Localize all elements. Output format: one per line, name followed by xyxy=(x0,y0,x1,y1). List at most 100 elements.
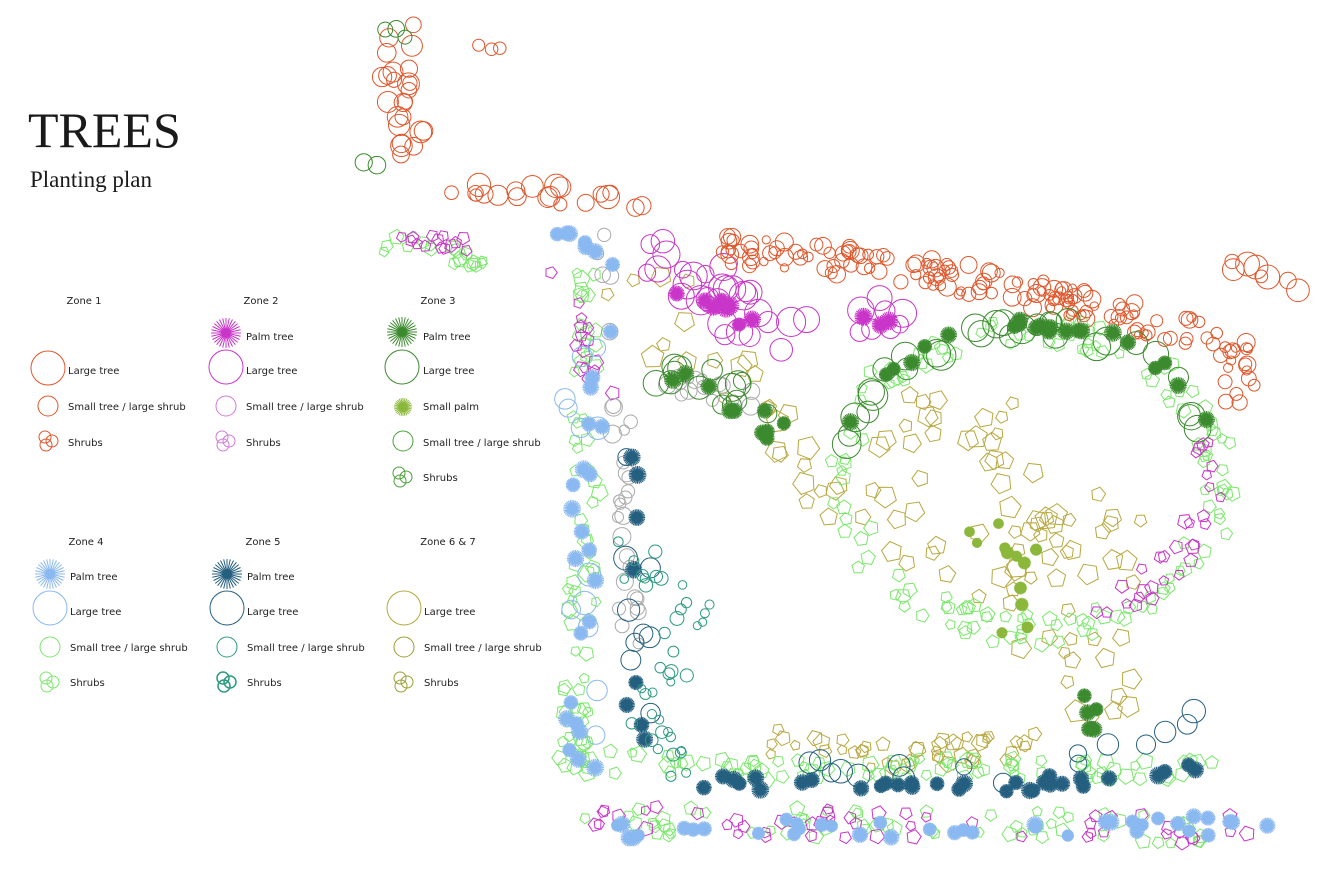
plant xyxy=(790,817,804,831)
plant xyxy=(1184,538,1201,555)
plant xyxy=(1176,562,1193,578)
plant xyxy=(1079,304,1093,319)
plant xyxy=(664,664,679,679)
plant xyxy=(581,542,598,559)
plant xyxy=(1135,752,1154,770)
plant xyxy=(405,234,418,247)
plant xyxy=(595,184,621,210)
plant xyxy=(900,385,919,404)
plant xyxy=(395,231,408,243)
plant xyxy=(772,755,785,768)
plant xyxy=(1017,612,1029,624)
plant xyxy=(626,747,638,758)
plant xyxy=(667,645,680,658)
plant xyxy=(701,359,723,381)
plant xyxy=(587,267,601,282)
plant xyxy=(449,243,466,260)
plant xyxy=(926,535,947,555)
plant xyxy=(418,239,432,252)
plant xyxy=(862,755,880,774)
plant xyxy=(940,257,954,271)
plant xyxy=(906,829,922,845)
plant xyxy=(1050,618,1064,632)
plant xyxy=(1111,628,1131,647)
plant xyxy=(1216,464,1229,477)
plant xyxy=(1077,563,1099,586)
plant xyxy=(604,385,620,401)
plant xyxy=(1011,637,1033,660)
palm-spokes xyxy=(387,317,417,347)
plant xyxy=(1087,631,1102,647)
plant xyxy=(695,755,711,772)
plant xyxy=(924,409,942,428)
plant xyxy=(852,780,870,797)
plant xyxy=(1164,582,1176,594)
plant xyxy=(1200,827,1216,843)
plant xyxy=(1016,830,1028,843)
plant xyxy=(1084,816,1097,829)
plant xyxy=(567,584,581,599)
plant xyxy=(739,762,752,776)
plant xyxy=(569,751,587,768)
plant xyxy=(1226,355,1237,366)
plant xyxy=(444,185,459,201)
plant xyxy=(637,820,654,837)
plant xyxy=(707,351,724,369)
plant xyxy=(1100,770,1118,787)
plant xyxy=(1072,770,1090,788)
plant xyxy=(990,473,1012,495)
plant xyxy=(1112,297,1126,311)
plant xyxy=(578,646,595,662)
plant xyxy=(976,732,991,749)
plant xyxy=(944,733,963,751)
zone-name: Zone 5 xyxy=(246,537,281,548)
plant xyxy=(1170,815,1186,832)
plant xyxy=(736,350,759,372)
plant xyxy=(1206,426,1222,442)
plant xyxy=(386,106,409,128)
plant xyxy=(1017,556,1031,570)
plant xyxy=(1192,442,1206,456)
plant xyxy=(378,66,397,85)
legend-label: Shrubs xyxy=(68,438,103,449)
plant xyxy=(1029,516,1046,533)
plant xyxy=(445,240,462,256)
icon xyxy=(208,349,244,385)
plant xyxy=(1162,395,1176,409)
plant xyxy=(961,313,990,343)
plant xyxy=(774,730,791,747)
plant xyxy=(1117,768,1135,786)
plant xyxy=(787,827,802,842)
legend-label: Small tree / large shrub xyxy=(247,643,365,654)
plant xyxy=(982,431,1002,451)
plant xyxy=(391,133,412,154)
plant xyxy=(931,735,949,753)
plant xyxy=(940,591,953,604)
plant xyxy=(563,695,579,710)
plant xyxy=(1102,548,1124,570)
plant xyxy=(971,588,987,604)
plant xyxy=(1060,603,1076,618)
icon xyxy=(215,395,237,417)
plant xyxy=(652,743,664,755)
title: TREES xyxy=(28,102,181,158)
plant xyxy=(891,568,906,583)
plant xyxy=(1254,269,1269,284)
plant xyxy=(444,239,459,254)
plant xyxy=(411,237,424,250)
plant xyxy=(862,769,875,782)
plant xyxy=(1034,506,1058,530)
plant xyxy=(920,770,933,781)
plant xyxy=(919,804,934,818)
plant xyxy=(1003,630,1018,646)
plant xyxy=(596,805,609,818)
plant xyxy=(984,809,998,822)
plant xyxy=(779,812,794,827)
plant xyxy=(469,260,483,273)
plant xyxy=(839,511,853,526)
plant xyxy=(714,751,731,769)
plant xyxy=(593,818,606,830)
plant xyxy=(574,328,588,342)
plant xyxy=(790,753,805,767)
plant xyxy=(1114,579,1130,594)
